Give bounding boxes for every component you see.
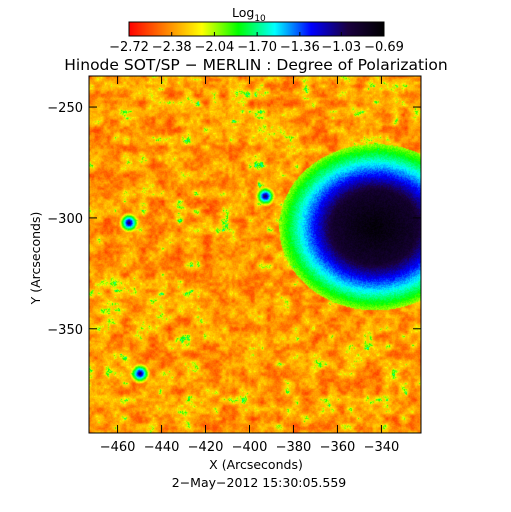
y-tick-label: −300 <box>47 212 83 227</box>
observation-timestamp: 2−May−2012 15:30:05.559 <box>172 475 347 490</box>
colorbar-tick-label: −1.70 <box>237 40 277 55</box>
colorbar-ticks: −2.72 −2.38 −2.04 −1.70 −1.36 −1.03 −0.69 <box>109 32 404 55</box>
colorbar <box>128 21 385 37</box>
x-axis-label: X (Arcseconds) <box>209 457 303 472</box>
x-tick-label: −400 <box>232 440 268 455</box>
x-tick-label: −360 <box>320 440 356 455</box>
x-tick-label: −420 <box>188 440 224 455</box>
x-tick-label: −440 <box>144 440 180 455</box>
x-tick-label: −380 <box>276 440 312 455</box>
colorbar-title: Log10 <box>232 5 266 24</box>
y-tick-label: −250 <box>47 101 83 116</box>
y-tick-label: −350 <box>47 323 83 338</box>
x-axis: −460 −440 −420 −400 −380 −360 −340 <box>100 76 400 455</box>
colorbar-tick-label: −1.03 <box>321 40 361 55</box>
plot-frame <box>88 75 422 434</box>
colorbar-tick-label: −0.69 <box>364 40 404 55</box>
x-tick-label: −340 <box>364 440 400 455</box>
colorbar-tick-label: −2.38 <box>152 40 192 55</box>
chart-title: Hinode SOT/SP − MERLIN : Degree of Polar… <box>64 56 447 74</box>
y-axis-label: Y (Arcseconds) <box>28 212 43 306</box>
colorbar-tick-label: −2.72 <box>109 40 149 55</box>
x-tick-label: −460 <box>100 440 136 455</box>
polarization-heatmap <box>89 76 421 433</box>
y-axis: −250 −300 −350 <box>47 101 421 338</box>
heatmap-image <box>89 76 421 433</box>
colorbar-tick-label: −1.36 <box>280 40 320 55</box>
colorbar-tick-label: −2.04 <box>194 40 234 55</box>
